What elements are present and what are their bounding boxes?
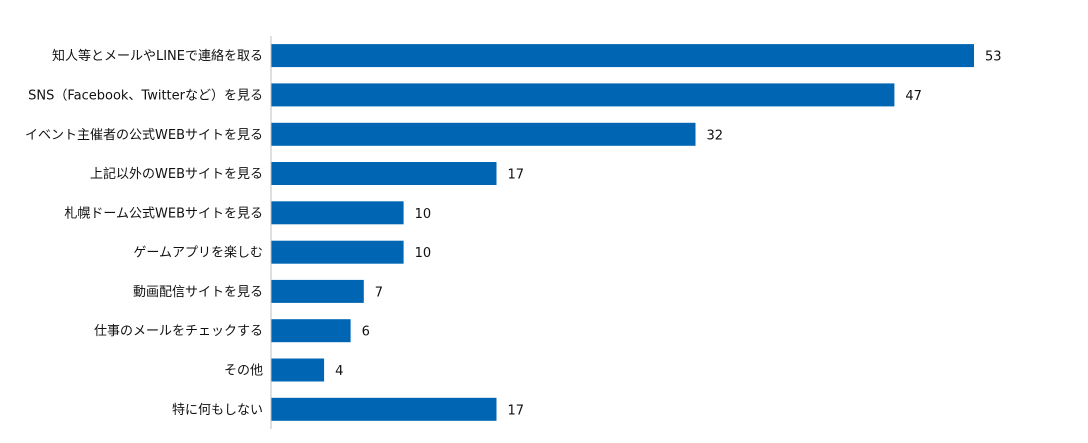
bar-10 [271,397,497,421]
bar-5 [271,201,404,225]
value-label-7: 7 [375,285,383,300]
bars-group [271,44,974,421]
category-labels-group: 知人等とメールやLINEで連絡を取る SNS（Facebook、Twitterなど… [25,48,263,418]
value-label-4: 17 [508,168,525,183]
category-label-1: 知人等とメールやLINEで連絡を取る [52,48,263,64]
bar-9 [271,358,325,382]
category-label-7: 動画配信サイトを見る [133,285,263,300]
category-label-9: その他 [224,364,263,379]
bar-6 [271,240,404,264]
value-label-5: 10 [415,207,432,222]
bar-7 [271,279,364,303]
value-label-3: 32 [707,128,724,143]
category-label-3: イベント主催者の公式WEBサイトを見る [25,128,263,143]
value-label-2: 47 [905,89,922,104]
bar-3 [271,122,696,146]
bar-1 [271,44,974,68]
value-label-6: 10 [415,246,432,261]
value-label-1: 53 [985,50,1002,65]
category-label-5: 札幌ドーム公式WEBサイトを見る [64,205,263,221]
bar-8 [271,319,351,343]
bar-4 [271,162,497,185]
value-label-9: 4 [335,364,343,379]
category-label-6: ゲームアプリを楽しむ [133,245,263,261]
category-label-4: 上記以外のWEBサイトを見る [90,166,263,182]
category-label-8: 仕事のメールをチェックする [94,324,263,339]
category-label-10: 特に何もしない [172,402,263,418]
bar-2 [271,83,895,107]
value-label-8: 6 [362,325,370,340]
category-label-2: SNS（Facebook、Twitterなど）を見る [28,88,263,103]
value-label-10: 17 [508,403,525,418]
value-labels-group: 53 47 32 17 10 10 7 6 4 17 [335,50,1001,419]
